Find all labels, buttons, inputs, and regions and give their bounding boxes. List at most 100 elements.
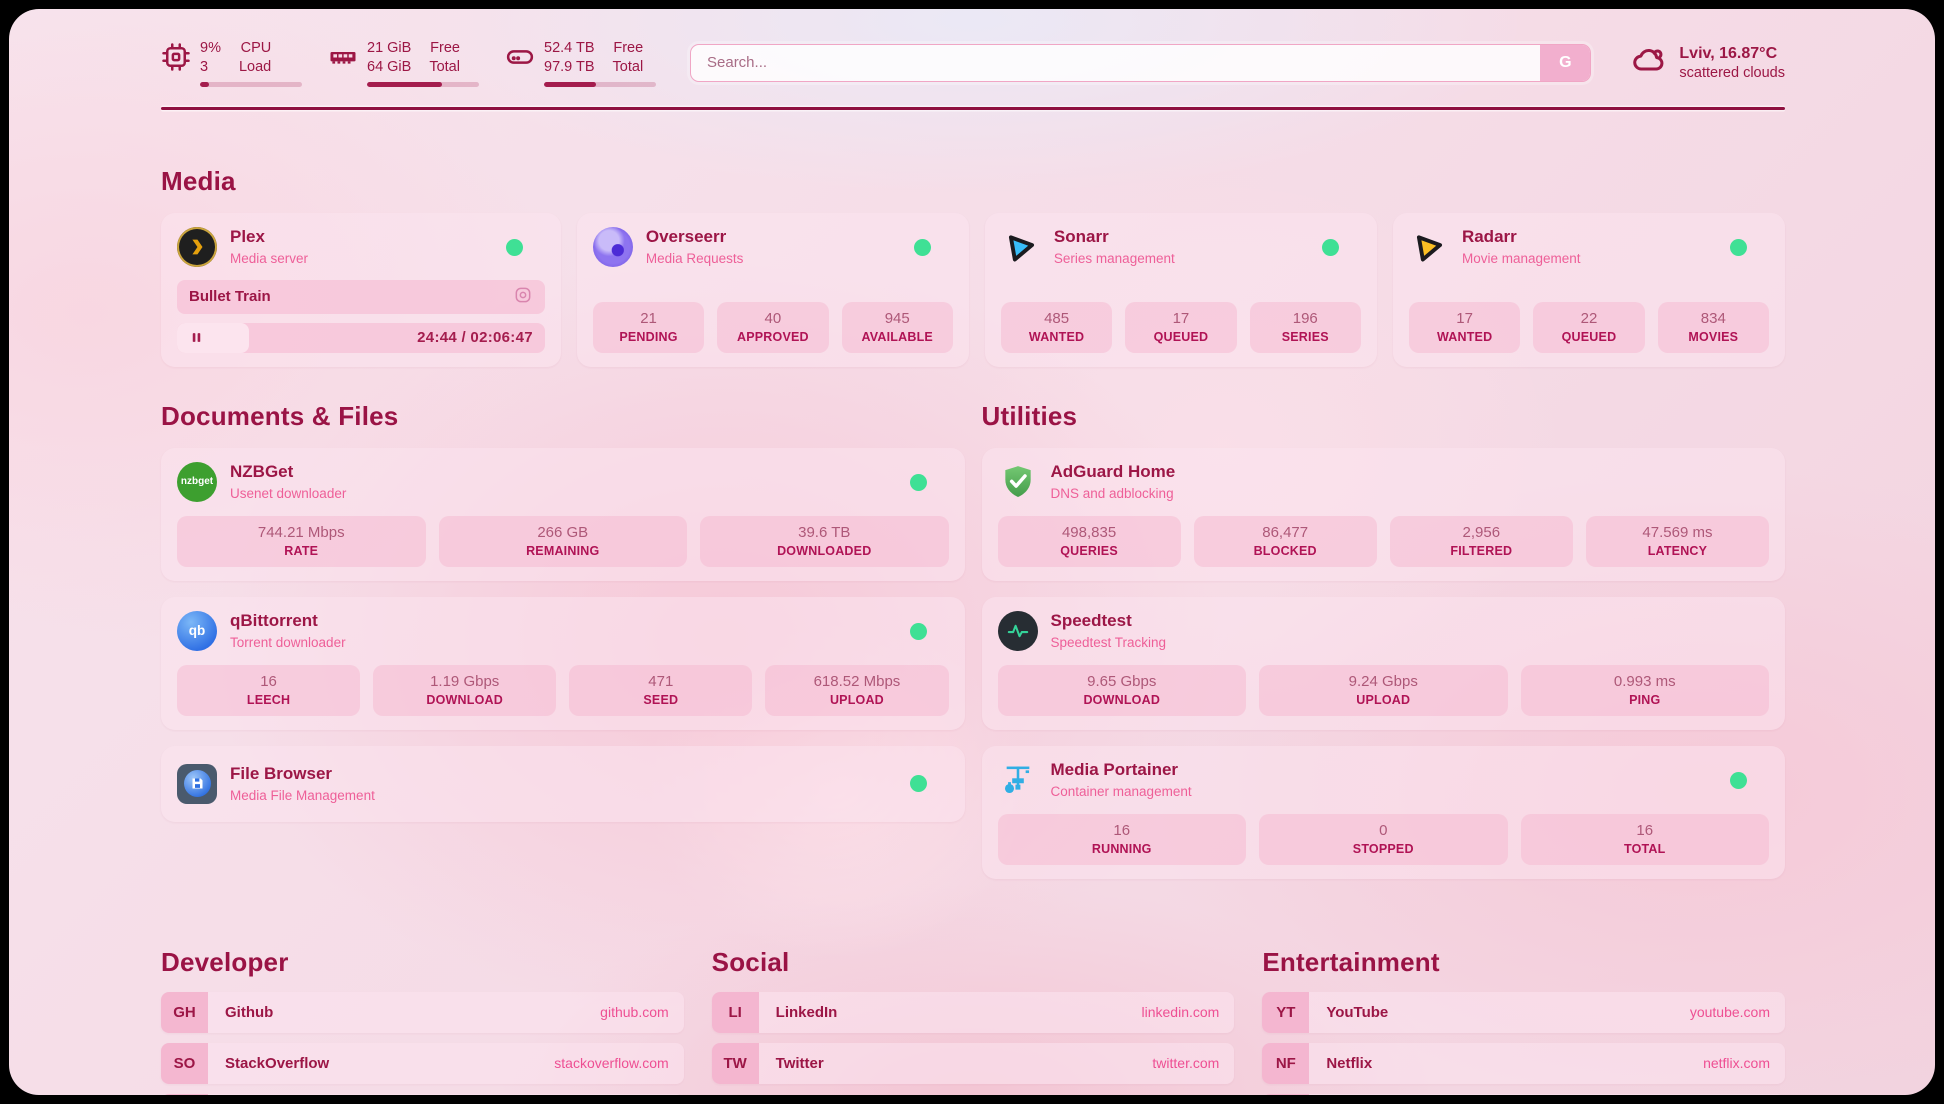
- radarr-card[interactable]: Radarr Movie management 17 WANTED 22 QUE…: [1392, 212, 1785, 367]
- qbittorrent-subtitle: Torrent downloader: [230, 634, 346, 650]
- cpu-metric: 9% 3 CPU Load: [161, 39, 302, 87]
- ram-metric: 21 GiB 64 GiB Free Total: [328, 39, 479, 87]
- system-metrics: 9% 3 CPU Load: [161, 39, 656, 87]
- bookmark-reddit[interactable]: RE Reddit reddit.com: [1262, 1093, 1785, 1095]
- sonarr-card[interactable]: Sonarr Series management 485 WANTED 17 Q…: [984, 212, 1377, 367]
- bookmark-stackoverflow[interactable]: SO StackOverflow stackoverflow.com: [161, 1042, 684, 1084]
- sonarr-stat-queued: 17 QUEUED: [1125, 301, 1237, 353]
- portainer-subtitle: Container management: [1050, 783, 1192, 799]
- overseerr-card[interactable]: Overseerr Media Requests 21 PENDING 40 A…: [576, 212, 969, 367]
- adguard-card[interactable]: AdGuard Home DNS and adblocking 498,835 …: [981, 447, 1785, 581]
- disk-metric: 52.4 TB 97.9 TB Free Total: [505, 39, 656, 87]
- speedtest-card[interactable]: Speedtest Speedtest Tracking 9.65 Gbps D…: [981, 596, 1785, 730]
- weather-widget: Lviv, 16.87°C scattered clouds: [1631, 42, 1785, 83]
- ram-label-2: Total: [429, 58, 460, 75]
- qbittorrent-card[interactable]: qb qBittorrent Torrent downloader 16 LEE…: [161, 596, 965, 730]
- speedtest-pulse-icon: [997, 610, 1038, 651]
- overseerr-subtitle: Media Requests: [645, 250, 744, 266]
- entertainment-section-title: Entertainment: [1262, 946, 1440, 977]
- linkedin-badge: LI: [711, 991, 759, 1033]
- header-divider: [161, 106, 1785, 110]
- disk-label-1: Free: [613, 40, 644, 56]
- qbittorrent-status-dot: [909, 622, 927, 640]
- reddit-badge: RE: [1262, 1093, 1310, 1095]
- portainer-status-dot: [1730, 771, 1747, 789]
- ram-total-value: 64 GiB: [367, 58, 412, 75]
- media-grid: Plex Media server Bullet Train 24:44 /: [161, 212, 1785, 367]
- stackoverflow-badge: SO: [161, 1042, 208, 1084]
- utilities-section-title: Utilities: [981, 400, 1078, 431]
- overseerr-stat-approved: 40 APPROVED: [717, 301, 829, 353]
- weather-condition: scattered clouds: [1679, 64, 1785, 81]
- radarr-stat-movies: 834 MOVIES: [1657, 301, 1769, 353]
- search-engine-button[interactable]: G: [1540, 44, 1591, 81]
- filebrowser-name: File Browser: [230, 764, 333, 784]
- entertainment-section: Entertainment YT YouTube youtube.com NF …: [1262, 947, 1785, 1095]
- overseerr-stat-available: 945 AVAILABLE: [841, 301, 953, 353]
- nzbget-stat-remaining: 266 GB REMAINING: [438, 515, 687, 567]
- pause-button[interactable]: [177, 330, 204, 345]
- plex-icon: [177, 226, 217, 267]
- radarr-stat-wanted: 17 WANTED: [1408, 301, 1521, 353]
- radarr-name: Radarr: [1461, 227, 1517, 247]
- cpu-secondary-value: 3: [200, 58, 209, 75]
- search-input[interactable]: [691, 44, 1541, 81]
- filebrowser-card[interactable]: File Browser Media File Management: [161, 745, 965, 822]
- adguard-stat-filtered: 2,956 FILTERED: [1389, 515, 1573, 567]
- ram-label-1: Free: [430, 40, 460, 56]
- ram-icon: [328, 42, 358, 77]
- filebrowser-subtitle: Media File Management: [230, 787, 375, 803]
- github-badge: GH: [161, 991, 208, 1033]
- bookmark-netflix[interactable]: NF Netflix netflix.com: [1262, 1042, 1785, 1084]
- sonarr-stat-wanted: 485 WANTED: [1000, 301, 1113, 353]
- plex-time-display: 24:44 / 02:06:47: [417, 329, 533, 347]
- plex-card[interactable]: Plex Media server Bullet Train 24:44 /: [161, 212, 561, 367]
- cpu-usage-value: 9%: [200, 40, 221, 56]
- portainer-stat-running: 16 RUNNING: [997, 813, 1246, 865]
- ram-progress-bar: [367, 81, 479, 87]
- adguard-stat-latency: 47.569 ms LATENCY: [1585, 515, 1769, 567]
- speedtest-subtitle: Speedtest Tracking: [1050, 634, 1167, 650]
- nzbget-icon: nzbget: [177, 461, 217, 502]
- overseerr-icon: [592, 226, 633, 267]
- plex-player-bar: 24:44 / 02:06:47: [177, 322, 545, 353]
- portainer-stat-total: 16 TOTAL: [1520, 813, 1769, 865]
- radarr-status-dot: [1729, 238, 1747, 256]
- adguard-subtitle: DNS and adblocking: [1050, 485, 1174, 501]
- bookmark-youtube[interactable]: YT YouTube youtube.com: [1262, 991, 1785, 1033]
- bookmark-github[interactable]: GH Github github.com: [161, 991, 684, 1033]
- top-bar: 9% 3 CPU Load: [161, 39, 1785, 87]
- sonarr-stat-series: 196 SERIES: [1249, 301, 1361, 353]
- bookmark-dev[interactable]: DT DEV dev.to: [161, 1093, 684, 1095]
- nzbget-name: NZBGet: [230, 462, 294, 482]
- qbittorrent-stat-leech: 16 LEECH: [177, 664, 361, 716]
- documents-section-title: Documents & Files: [161, 400, 399, 431]
- qbittorrent-stat-seed: 471 SEED: [569, 664, 753, 716]
- bookmark-twitter[interactable]: TW Twitter twitter.com: [711, 1042, 1235, 1084]
- sonarr-status-dot: [1321, 238, 1339, 256]
- nzbget-status-dot: [909, 473, 927, 491]
- documents-column: Documents & Files nzbget NZBGet Usenet d…: [161, 401, 965, 895]
- portainer-card[interactable]: Media Portainer Container management 16 …: [981, 745, 1785, 879]
- sonarr-icon: [1001, 227, 1041, 267]
- search-box: G: [690, 43, 1592, 82]
- cpu-chip-icon: [161, 42, 191, 77]
- dashboard-background: 9% 3 CPU Load: [9, 9, 1935, 1095]
- plex-subtitle: Media server: [230, 250, 309, 266]
- qbittorrent-icon: qb: [177, 610, 217, 651]
- nzbget-card[interactable]: nzbget NZBGet Usenet downloader 744.21 M…: [161, 447, 965, 581]
- record-icon[interactable]: [513, 285, 533, 309]
- adguard-stat-queries: 498,835 QUERIES: [997, 515, 1181, 567]
- disk-progress-bar: [544, 81, 656, 87]
- nzbget-subtitle: Usenet downloader: [230, 485, 347, 501]
- overseerr-name: Overseerr: [645, 227, 727, 247]
- portainer-stat-stopped: 0 STOPPED: [1259, 813, 1508, 865]
- netflix-badge: NF: [1262, 1042, 1310, 1084]
- cloud-icon: [1631, 42, 1667, 83]
- weather-location-temp: Lviv, 16.87°C: [1679, 44, 1778, 62]
- portainer-crane-icon: [998, 760, 1038, 800]
- radarr-icon: [1409, 227, 1449, 267]
- speedtest-stat-upload: 9.24 Gbps UPLOAD: [1259, 664, 1508, 716]
- cpu-label-2: Load: [238, 58, 272, 75]
- bookmark-linkedin[interactable]: LI LinkedIn linkedin.com: [711, 991, 1235, 1033]
